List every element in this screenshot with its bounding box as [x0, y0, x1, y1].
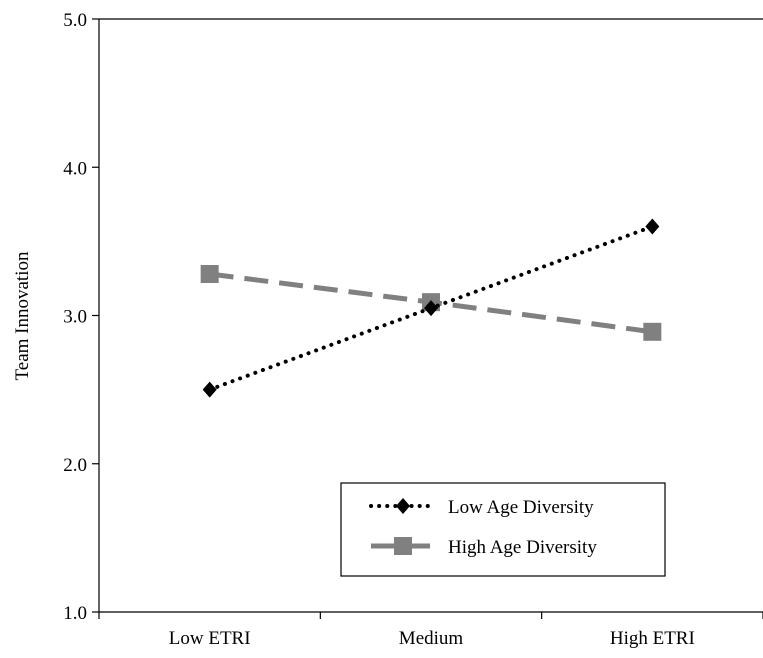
diamond-marker: [396, 498, 410, 514]
diamond-marker: [645, 218, 660, 235]
series-layer: [200, 218, 662, 398]
y-tick-label: 1.0: [63, 603, 87, 624]
square-marker: [200, 264, 219, 283]
legend-item: Low Age Diversity: [369, 497, 594, 518]
y-axis-ticks: 1.0 2.0 3.0 4.0 5.0: [63, 10, 99, 624]
legend-label: Low Age Diversity: [448, 497, 594, 518]
y-tick-label: 5.0: [63, 10, 87, 31]
y-tick-label: 4.0: [63, 158, 87, 179]
diamond-marker: [424, 300, 438, 317]
x-tick-label: High ETRI: [610, 628, 695, 649]
x-axis-ticks: Low ETRI Medium High ETRI: [98, 612, 763, 649]
legend-box: [340, 482, 666, 577]
x-tick-label: Medium: [399, 628, 464, 649]
x-tick-label: Low ETRI: [169, 628, 251, 649]
legend-label: High Age Diversity: [448, 537, 597, 558]
legend: Low Age Diversity High Age Diversity: [340, 482, 666, 577]
series-low-age-diversity: [202, 218, 660, 398]
square-marker: [643, 322, 662, 341]
legend-item: High Age Diversity: [371, 537, 597, 558]
y-tick-label: 3.0: [63, 307, 87, 328]
square-marker: [394, 537, 412, 555]
diamond-marker: [202, 381, 217, 398]
y-axis-title: Team Innovation: [12, 251, 33, 380]
y-tick-label: 2.0: [63, 455, 87, 476]
